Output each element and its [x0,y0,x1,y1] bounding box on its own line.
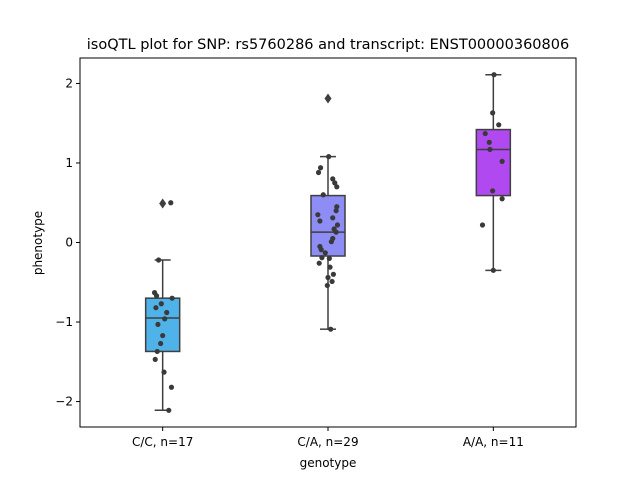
data-point [325,274,331,281]
data-point [164,309,170,316]
data-point [491,72,497,78]
data-point [328,239,334,245]
x-axis: C/C, n=17 C/A, n=29 A/A, n=11 [132,427,524,449]
data-point [486,139,492,145]
data-point [329,278,335,285]
x-tick-label: C/A, n=29 [297,435,358,449]
y-axis-label: phenotype [31,211,45,275]
data-point [166,407,172,413]
data-point [316,260,322,266]
box-group [475,72,512,273]
data-point [482,130,488,137]
data-point [330,271,337,277]
data-point [153,305,159,311]
x-tick-label: C/C, n=17 [132,435,193,449]
plot-area [144,72,512,413]
y-tick-label: 0 [65,236,73,250]
data-point [155,321,161,328]
data-point [320,192,326,198]
data-point [330,176,336,182]
data-point [158,340,164,347]
data-point [318,247,324,253]
box-iqr [475,128,512,197]
data-point [324,282,330,289]
data-point [334,204,340,210]
data-point [161,369,167,375]
data-point [490,188,496,194]
data-point [152,356,158,363]
data-point [153,293,160,299]
data-point [317,165,324,171]
box-group [144,198,181,413]
data-point [333,208,339,214]
data-point [333,229,339,235]
x-axis-label: genotype [300,456,357,470]
data-point [168,384,175,390]
y-tick-label: −2 [55,395,73,409]
data-point [319,255,325,261]
data-point [334,184,340,190]
data-point [162,316,168,322]
y-tick-label: 1 [65,156,73,170]
data-point [327,264,333,270]
data-point [156,257,162,263]
data-point [328,326,334,332]
data-point [315,212,321,218]
data-point [479,222,486,228]
data-point [322,250,328,256]
data-point [315,169,322,176]
data-point [490,267,496,273]
data-point [496,122,502,128]
data-point [332,180,338,186]
x-tick-label: A/A, n=11 [463,435,524,449]
data-point [330,215,336,221]
y-tick-label: 2 [65,76,73,90]
data-point [317,218,323,224]
data-point [160,332,166,339]
outlier-marker [159,198,167,209]
data-point [499,196,505,202]
data-point [169,295,175,301]
data-point [334,222,341,228]
box-group [310,93,346,332]
data-point [326,255,332,262]
data-point [168,200,174,206]
y-tick-label: −1 [55,315,73,329]
data-point [158,301,164,307]
data-point [326,154,332,160]
y-axis: −2 −1 0 1 2 [55,76,80,409]
data-point [499,158,505,164]
data-point [487,146,493,153]
chart-title: isoQTL plot for SNP: rs5760286 and trans… [87,37,569,53]
data-point [490,110,496,116]
data-point [154,348,160,355]
outlier-marker [324,93,332,104]
